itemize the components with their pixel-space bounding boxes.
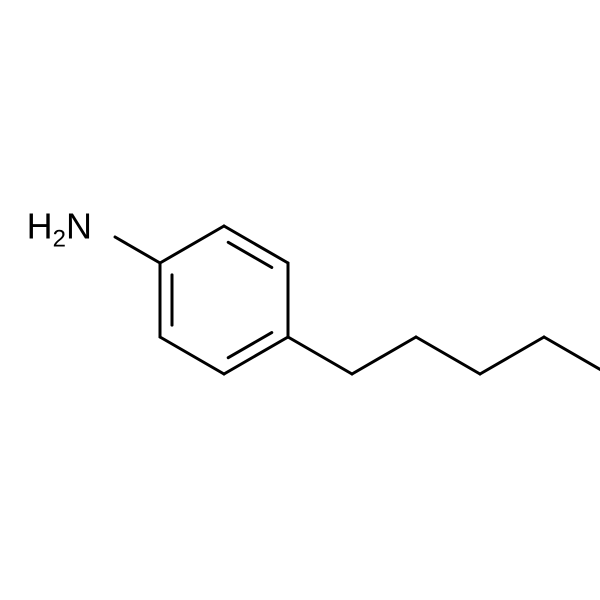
bond — [160, 337, 224, 374]
bond — [228, 242, 272, 267]
bond — [228, 333, 272, 358]
bond — [416, 337, 480, 374]
atom-label-N: H2N — [27, 206, 92, 253]
bond — [160, 226, 224, 263]
bond — [288, 337, 352, 374]
molecule-diagram: H2N — [0, 0, 600, 600]
bond — [544, 337, 600, 374]
bond — [115, 237, 160, 263]
bond — [352, 337, 416, 374]
bond — [480, 337, 544, 374]
